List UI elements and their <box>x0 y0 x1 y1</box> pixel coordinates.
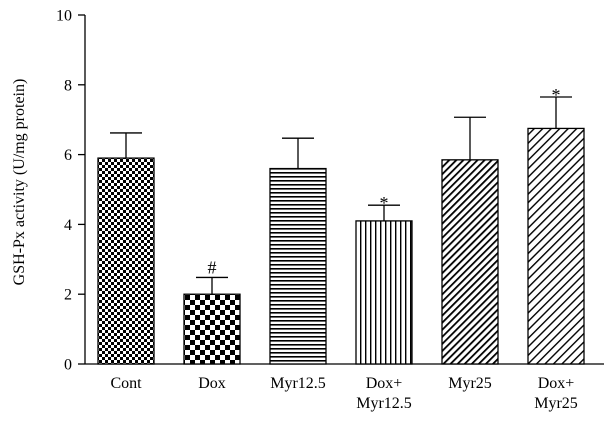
y-axis: 0 2 4 6 8 10 <box>56 8 86 374</box>
x-tick-label: Dox+ <box>366 375 403 392</box>
x-axis: Cont Dox Myr12.5 Dox+ Myr12.5 Myr25 Dox+ Myr25 <box>85 363 604 412</box>
x-tick-label: Dox <box>198 375 226 392</box>
bar <box>269 167 327 365</box>
significance-mark: * <box>380 193 389 213</box>
bar <box>97 157 155 365</box>
x-tick-label: Myr12.5 <box>270 375 326 392</box>
y-tick-label: 4 <box>64 217 72 234</box>
bar <box>527 127 585 365</box>
x-tick-label: Myr12.5 <box>356 395 412 412</box>
x-tick-label: Cont <box>110 375 142 392</box>
x-tick-label: Myr25 <box>534 395 578 412</box>
significance-marks: # * * <box>208 85 561 277</box>
bar <box>183 293 241 365</box>
error-bars <box>110 96 572 295</box>
x-tick-label: Myr25 <box>448 375 492 392</box>
y-tick-label: 6 <box>64 147 72 164</box>
bar <box>355 220 413 365</box>
y-axis-label: GSH-Px activity (U/mg protein) <box>11 79 28 286</box>
y-tick-label: 0 <box>64 357 72 374</box>
significance-mark: # <box>208 257 217 277</box>
bar <box>441 159 499 365</box>
y-tick-label: 8 <box>64 77 72 94</box>
y-tick-label: 10 <box>56 8 72 25</box>
significance-mark: * <box>552 85 561 105</box>
y-tick-label: 2 <box>64 287 72 304</box>
bars <box>97 127 585 365</box>
x-tick-label: Dox+ <box>538 375 575 392</box>
